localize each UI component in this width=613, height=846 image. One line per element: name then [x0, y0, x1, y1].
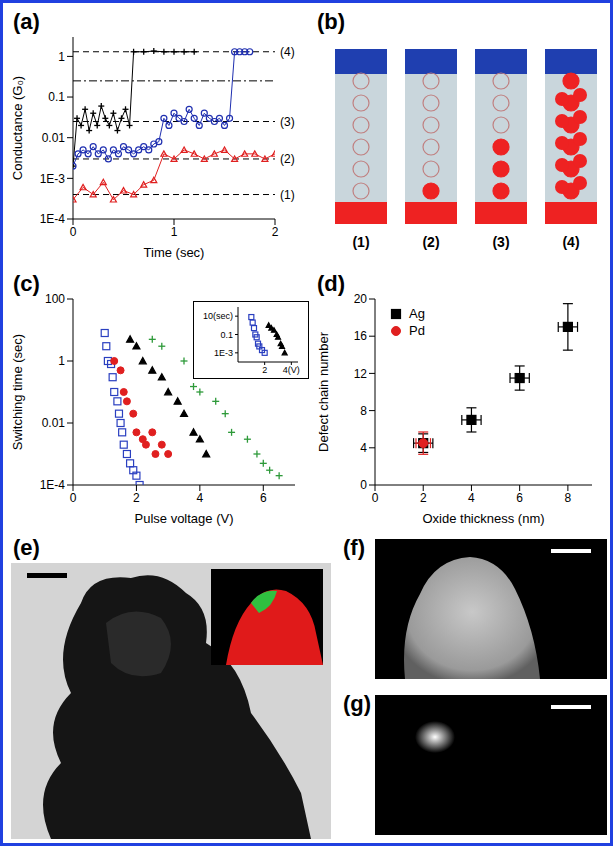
- html-text:Ag: Ag: [409, 306, 425, 321]
- svg-text:0: 0: [360, 478, 367, 492]
- svg-text:0: 0: [372, 491, 379, 505]
- svg-text:Pulse voltage (V): Pulse voltage (V): [135, 511, 234, 526]
- svg-text:6: 6: [516, 491, 523, 505]
- svg-text:0.1: 0.1: [220, 330, 233, 340]
- svg-text:Time (sec): Time (sec): [144, 245, 205, 260]
- svg-text:1E-3: 1E-3: [40, 172, 66, 186]
- html-text:(e): (e): [13, 535, 40, 560]
- svg-text:(3): (3): [492, 234, 509, 250]
- html-text:(a): (a): [13, 9, 40, 34]
- svg-text:1E-4: 1E-4: [40, 212, 66, 226]
- svg-text:(2): (2): [280, 152, 295, 166]
- svg-text:1E-3: 1E-3: [214, 348, 233, 358]
- svg-text:2: 2: [420, 491, 427, 505]
- svg-text:(3): (3): [280, 115, 295, 129]
- svg-text:(1): (1): [352, 234, 369, 250]
- svg-text:0.01: 0.01: [42, 131, 66, 145]
- svg-text:100: 100: [45, 292, 65, 306]
- svg-text:Switching time (sec): Switching time (sec): [10, 334, 25, 450]
- svg-text:8: 8: [565, 491, 572, 505]
- svg-text:(2): (2): [422, 234, 439, 250]
- svg-text:16: 16: [354, 329, 368, 343]
- html-text:(c): (c): [13, 271, 40, 296]
- svg-text:12: 12: [354, 367, 368, 381]
- html-text:(b): (b): [317, 9, 346, 34]
- svg-text:2: 2: [133, 491, 140, 505]
- svg-text:4(V): 4(V): [283, 365, 300, 375]
- svg-text:(1): (1): [280, 188, 295, 202]
- svg-text:Conductance (G₀): Conductance (G₀): [10, 76, 25, 180]
- svg-text:10(sec): 10(sec): [203, 311, 233, 321]
- svg-text:Oxide thickness (nm): Oxide thickness (nm): [422, 511, 544, 526]
- svg-text:2: 2: [272, 225, 279, 239]
- html-text:(d): (d): [317, 271, 346, 296]
- svg-text:1: 1: [171, 225, 178, 239]
- svg-text:4: 4: [197, 491, 204, 505]
- html-text:(f): (f): [343, 535, 365, 560]
- svg-text:4: 4: [468, 491, 475, 505]
- svg-text:(4): (4): [562, 234, 579, 250]
- svg-text:2: 2: [262, 365, 267, 375]
- svg-text:0.1: 0.1: [48, 90, 65, 104]
- svg-text:6: 6: [260, 491, 267, 505]
- svg-text:4: 4: [360, 441, 367, 455]
- svg-text:1E-4: 1E-4: [40, 478, 66, 492]
- svg-text:0: 0: [70, 225, 77, 239]
- svg-text:0: 0: [70, 491, 77, 505]
- svg-text:(4): (4): [280, 45, 295, 59]
- html-text:Pd: Pd: [409, 323, 425, 338]
- svg-text:Defect chain number: Defect chain number: [316, 331, 331, 452]
- html-text:(g): (g): [343, 691, 372, 716]
- svg-text:20: 20: [354, 292, 368, 306]
- svg-text:1: 1: [58, 354, 65, 368]
- svg-text:0.01: 0.01: [42, 416, 66, 430]
- svg-text:8: 8: [360, 404, 367, 418]
- svg-text:1: 1: [58, 50, 65, 64]
